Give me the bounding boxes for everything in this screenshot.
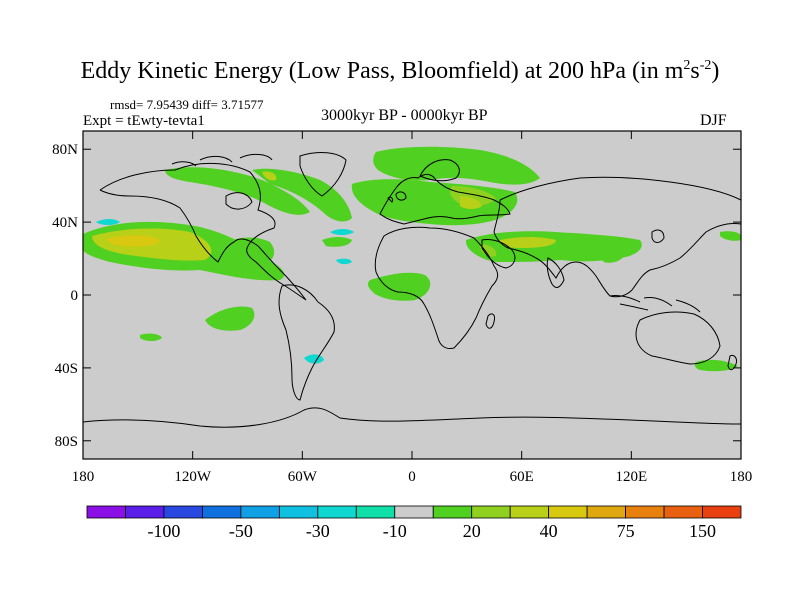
- lon-tick-label: 60W: [288, 469, 318, 485]
- colorbar-swatch: [702, 505, 742, 519]
- colorbar-swatch: [125, 505, 165, 519]
- coast-madagascar: [485, 313, 495, 329]
- shade-tasman-sea: [694, 359, 738, 372]
- colorbar-label: 150: [689, 521, 716, 541]
- shade-negative-pacific: [96, 219, 120, 225]
- coast-scandinavia: [419, 159, 460, 182]
- shade-central-pacific: [720, 231, 741, 241]
- coast-india: [546, 257, 565, 288]
- lon-tick-label: 0: [408, 469, 416, 485]
- coast-japan: [651, 229, 665, 243]
- coast-new-zealand: [727, 355, 737, 371]
- colorbar-swatch: [86, 505, 126, 519]
- colorbar: -100 -50 -30 -10 20 40 75 150: [86, 505, 742, 541]
- experiment-label: Expt = tEwty-tevta1: [83, 113, 205, 129]
- map-axes: 80N 40N 0 40S 80S 180 120W 60W 0 60E 120E 180: [52, 131, 752, 485]
- shade-mid-atlantic: [322, 237, 352, 247]
- colorbar-swatch: [355, 505, 396, 519]
- coast-british-isles: [387, 191, 407, 203]
- coast-africa: [374, 226, 499, 349]
- shade-hudson-bay: [165, 167, 310, 215]
- shade-arctic-ocean: [373, 146, 540, 185]
- colorbar-label: 20: [463, 521, 481, 541]
- coast-antarctica: [82, 407, 742, 428]
- coast-asia: [493, 176, 742, 298]
- colorbar-swatch: [432, 505, 473, 519]
- shade-north-pacific-max: [107, 235, 160, 247]
- lat-tick-label: 40S: [55, 361, 78, 377]
- coast-greenland: [299, 152, 347, 197]
- colorbar-swatch: [202, 505, 242, 519]
- colorbar-swatch: [278, 505, 319, 519]
- colorbar-label: -50: [229, 521, 253, 541]
- shade-south-pacific-west: [140, 333, 162, 341]
- lon-tick-label: 120E: [615, 469, 647, 485]
- colorbar-swatch: [471, 505, 511, 519]
- period-label: 3000kyr BP - 0000kyr BP: [321, 107, 488, 124]
- coast-north-america: [99, 162, 307, 301]
- shade-red-sea: [480, 244, 497, 257]
- shade-china: [599, 249, 624, 263]
- colorbar-label: -100: [147, 521, 180, 541]
- lon-tick-label: 180: [730, 469, 753, 485]
- coast-hudson-bay: [225, 192, 253, 210]
- colorbar-label: 40: [540, 521, 558, 541]
- shade-greenland-arctic: [252, 168, 352, 222]
- colorbar-swatch: [394, 505, 434, 519]
- shade-gulf-of-mexico: [228, 237, 275, 264]
- coast-europe: [379, 173, 511, 225]
- lat-tick-label: 80S: [55, 434, 78, 450]
- plot-title: Eddy Kinetic Energy (Low Pass, Bloomfiel…: [80, 58, 720, 84]
- lon-tick-label: 60E: [510, 469, 534, 485]
- map-panel: 80N 40N 0 40S 80S 180 120W 60W 0 60E 120E 180: [52, 130, 752, 485]
- shade-negative-atlantic-1: [330, 229, 354, 235]
- colorbar-swatch: [240, 505, 280, 519]
- colorbar-label: 75: [617, 521, 635, 541]
- shade-subtropical-atlantic: [367, 272, 431, 301]
- rmsd-diff-stats: rmsd= 7.95439 diff= 3.71577: [110, 97, 264, 112]
- colorbar-swatch: [509, 505, 550, 519]
- coastlines: [82, 152, 742, 428]
- lon-tick-label: 180: [72, 469, 95, 485]
- lat-tick-label: 40N: [52, 215, 78, 231]
- colorbar-label: -30: [306, 521, 330, 541]
- colorbar-swatch: [586, 505, 626, 519]
- shade-middle-east-core: [500, 237, 556, 248]
- coast-arabia: [481, 239, 516, 269]
- lat-tick-label: 0: [71, 288, 79, 304]
- shade-north-atlantic-core: [262, 171, 277, 181]
- colorbar-swatch: [663, 505, 703, 519]
- colorbar-swatch: [625, 505, 665, 519]
- coast-south-america: [278, 284, 335, 401]
- colorbar-label: -10: [383, 521, 407, 541]
- colorbar-swatch: [548, 505, 588, 519]
- lon-tick-label: 120W: [174, 469, 212, 485]
- coast-australia: [635, 311, 721, 365]
- colorbar-swatch: [163, 505, 203, 519]
- shade-south-pacific: [205, 306, 255, 331]
- shade-black-sea: [460, 196, 482, 209]
- coast-arctic-islands: [171, 153, 273, 167]
- season-label: DJF: [700, 112, 727, 129]
- colorbar-swatch: [317, 505, 357, 519]
- eke-difference-shading: [83, 146, 741, 372]
- coast-indonesia: [609, 295, 701, 313]
- lat-tick-label: 80N: [52, 142, 78, 158]
- shade-negative-atlantic-2: [336, 258, 352, 265]
